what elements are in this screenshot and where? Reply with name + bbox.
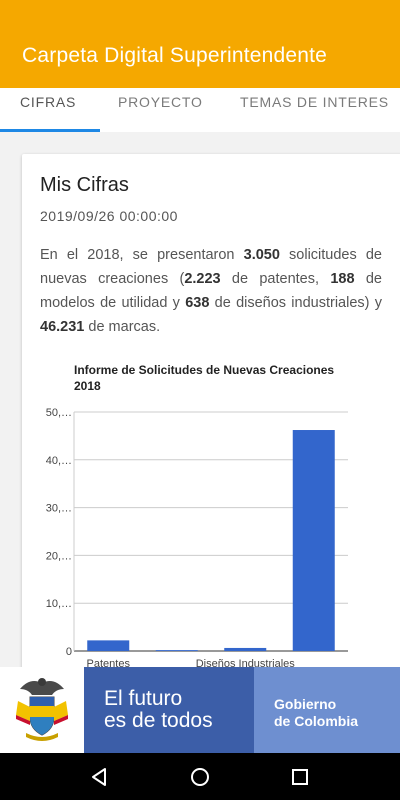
bar-marcas[interactable]	[292, 430, 335, 651]
card-description: En el 2018, se presentaron 3.050 solicit…	[40, 243, 382, 339]
tab-bar: CIFRAS PROYECTO TEMAS DE INTERES	[0, 88, 400, 132]
gobierno-line-1: Gobierno	[274, 696, 337, 712]
y-tick-label: 20,…	[46, 550, 72, 562]
home-circle-icon[interactable]	[188, 765, 212, 789]
desc-text-6: de marcas.	[84, 319, 161, 335]
app-bar: Carpeta Digital Superintendente	[0, 0, 400, 88]
slogan-line-2: es de todos	[104, 709, 213, 732]
desc-disenos: 638	[185, 295, 210, 311]
recents-square-icon[interactable]	[288, 765, 312, 789]
slogan-line-1: El futuro	[104, 687, 183, 710]
system-nav-bar	[0, 753, 400, 800]
slogan-banner: El futuro es de todos	[84, 667, 254, 753]
gobierno-line-2: de Colombia	[274, 713, 359, 729]
bar-disenos-industriales[interactable]	[224, 647, 267, 651]
tab-cifras[interactable]: CIFRAS	[20, 94, 77, 110]
cifras-card: Mis Cifras 2019/09/26 00:00:00 En el 201…	[22, 154, 400, 694]
desc-patentes: 2.223	[184, 271, 221, 287]
card-title: Mis Cifras	[40, 174, 129, 196]
gobierno-text: Gobierno de Colombia	[274, 696, 358, 730]
y-tick-label: 0	[66, 646, 72, 658]
back-triangle-icon[interactable]	[88, 765, 112, 789]
card-date: 2019/09/26 00:00:00	[40, 208, 178, 224]
desc-text-5: de diseños industriales) y	[209, 295, 382, 311]
desc-text-4: de modelos de utilidad y	[40, 271, 382, 311]
slogan-text: El futuro es de todos	[104, 688, 213, 732]
bar-modelos-de-utilidad[interactable]	[155, 650, 198, 651]
chart-title-line-1: Informe de Solicitudes de Nuevas Creacio…	[74, 363, 334, 377]
tab-temas-de-interes[interactable]: TEMAS DE INTERES	[240, 94, 389, 110]
desc-text-2: solicitudes de nuevas creaciones (	[40, 247, 382, 287]
x-tick-label: Diseños Industriales	[196, 658, 296, 667]
desc-text-1: En el 2018, se presentaron	[40, 247, 244, 263]
chart-title-line-2: 2018	[74, 379, 101, 393]
government-footer: El futuro es de todos Gobierno de Colomb…	[0, 667, 400, 753]
x-tick-label: Patentes	[87, 658, 131, 667]
gobierno-banner: Gobierno de Colombia	[254, 667, 400, 753]
desc-modelos: 188	[330, 271, 355, 287]
y-tick-label: 50,…	[46, 407, 72, 419]
y-tick-label: 30,…	[46, 503, 72, 515]
app-title: Carpeta Digital Superintendente	[22, 44, 328, 67]
footer-seal	[0, 667, 84, 753]
active-tab-indicator	[0, 129, 100, 132]
bar-patentes[interactable]	[87, 640, 130, 651]
y-tick-label: 10,…	[46, 598, 72, 610]
colombia-coat-of-arms-icon	[16, 678, 68, 741]
desc-text-3: de patentes,	[220, 271, 331, 287]
desc-marcas: 46.231	[40, 319, 85, 335]
solicitudes-bar-chart: Informe de Solicitudes de Nuevas Creacio…	[46, 363, 348, 667]
tab-proyecto[interactable]: PROYECTO	[118, 94, 203, 110]
desc-total: 3.050	[243, 247, 280, 263]
y-tick-label: 40,…	[46, 455, 72, 467]
